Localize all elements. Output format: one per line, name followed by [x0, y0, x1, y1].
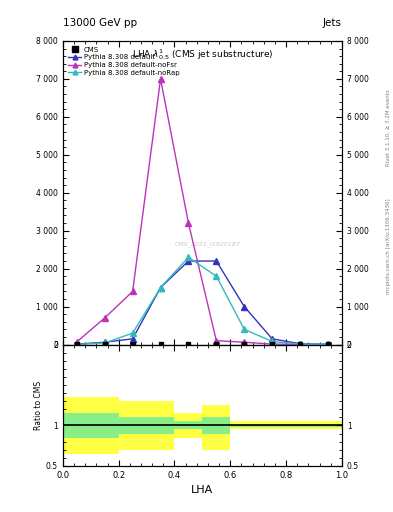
- Text: LHA $\lambda^{1}_{0.5}$ (CMS jet substructure): LHA $\lambda^{1}_{0.5}$ (CMS jet substru…: [132, 47, 273, 62]
- Pythia 8.308 default-noFsr: [270, 341, 275, 347]
- Line: Pythia 8.308 default-noFsr: Pythia 8.308 default-noFsr: [74, 76, 331, 347]
- CMS: [102, 341, 107, 347]
- Line: Pythia 8.308 default: Pythia 8.308 default: [74, 258, 331, 347]
- CMS: [130, 341, 135, 347]
- CMS: [158, 341, 163, 347]
- Pythia 8.308 default: [130, 336, 135, 342]
- Pythia 8.308 default-noFsr: [102, 315, 107, 321]
- Pythia 8.308 default-noFsr: [242, 339, 247, 345]
- CMS: [75, 341, 79, 347]
- Pythia 8.308 default-noFsr: [214, 337, 219, 344]
- Pythia 8.308 default-noRap: [102, 340, 107, 346]
- CMS: [186, 341, 191, 347]
- Pythia 8.308 default: [326, 341, 331, 347]
- Pythia 8.308 default: [270, 336, 275, 342]
- Line: CMS: CMS: [74, 342, 331, 347]
- Pythia 8.308 default-noFsr: [326, 342, 331, 348]
- Text: mcplots.cern.ch [arXiv:1306.3436]: mcplots.cern.ch [arXiv:1306.3436]: [386, 198, 391, 293]
- Pythia 8.308 default-noFsr: [130, 288, 135, 294]
- X-axis label: LHA: LHA: [191, 485, 213, 495]
- Pythia 8.308 default: [214, 258, 219, 264]
- Text: Jets: Jets: [323, 18, 342, 28]
- Pythia 8.308 default: [102, 339, 107, 345]
- Pythia 8.308 default-noRap: [242, 326, 247, 332]
- Pythia 8.308 default: [158, 285, 163, 291]
- CMS: [326, 341, 331, 347]
- Pythia 8.308 default-noRap: [186, 254, 191, 260]
- Pythia 8.308 default-noRap: [75, 341, 79, 347]
- Pythia 8.308 default-noRap: [158, 285, 163, 291]
- CMS: [242, 341, 247, 347]
- Pythia 8.308 default: [242, 304, 247, 310]
- Text: 13000 GeV pp: 13000 GeV pp: [63, 18, 137, 28]
- Pythia 8.308 default-noRap: [270, 338, 275, 345]
- Pythia 8.308 default-noRap: [214, 273, 219, 279]
- Line: Pythia 8.308 default-noRap: Pythia 8.308 default-noRap: [74, 254, 331, 347]
- CMS: [270, 341, 275, 347]
- Text: CMS_2021_I1920187: CMS_2021_I1920187: [175, 242, 241, 247]
- Pythia 8.308 default: [186, 258, 191, 264]
- Text: Rivet 3.1.10, ≥ 3.2M events: Rivet 3.1.10, ≥ 3.2M events: [386, 90, 391, 166]
- Pythia 8.308 default-noFsr: [186, 220, 191, 226]
- Pythia 8.308 default-noRap: [326, 341, 331, 347]
- Pythia 8.308 default-noFsr: [158, 76, 163, 82]
- Pythia 8.308 default-noFsr: [75, 339, 79, 345]
- Legend: CMS, Pythia 8.308 default, Pythia 8.308 default-noFsr, Pythia 8.308 default-noRa: CMS, Pythia 8.308 default, Pythia 8.308 …: [66, 45, 182, 78]
- Y-axis label: Ratio to CMS: Ratio to CMS: [34, 380, 43, 430]
- Pythia 8.308 default-noRap: [298, 341, 303, 347]
- Pythia 8.308 default: [75, 341, 79, 347]
- Pythia 8.308 default-noRap: [130, 330, 135, 336]
- Pythia 8.308 default-noFsr: [298, 341, 303, 347]
- CMS: [298, 341, 303, 347]
- Pythia 8.308 default: [298, 340, 303, 347]
- CMS: [214, 341, 219, 347]
